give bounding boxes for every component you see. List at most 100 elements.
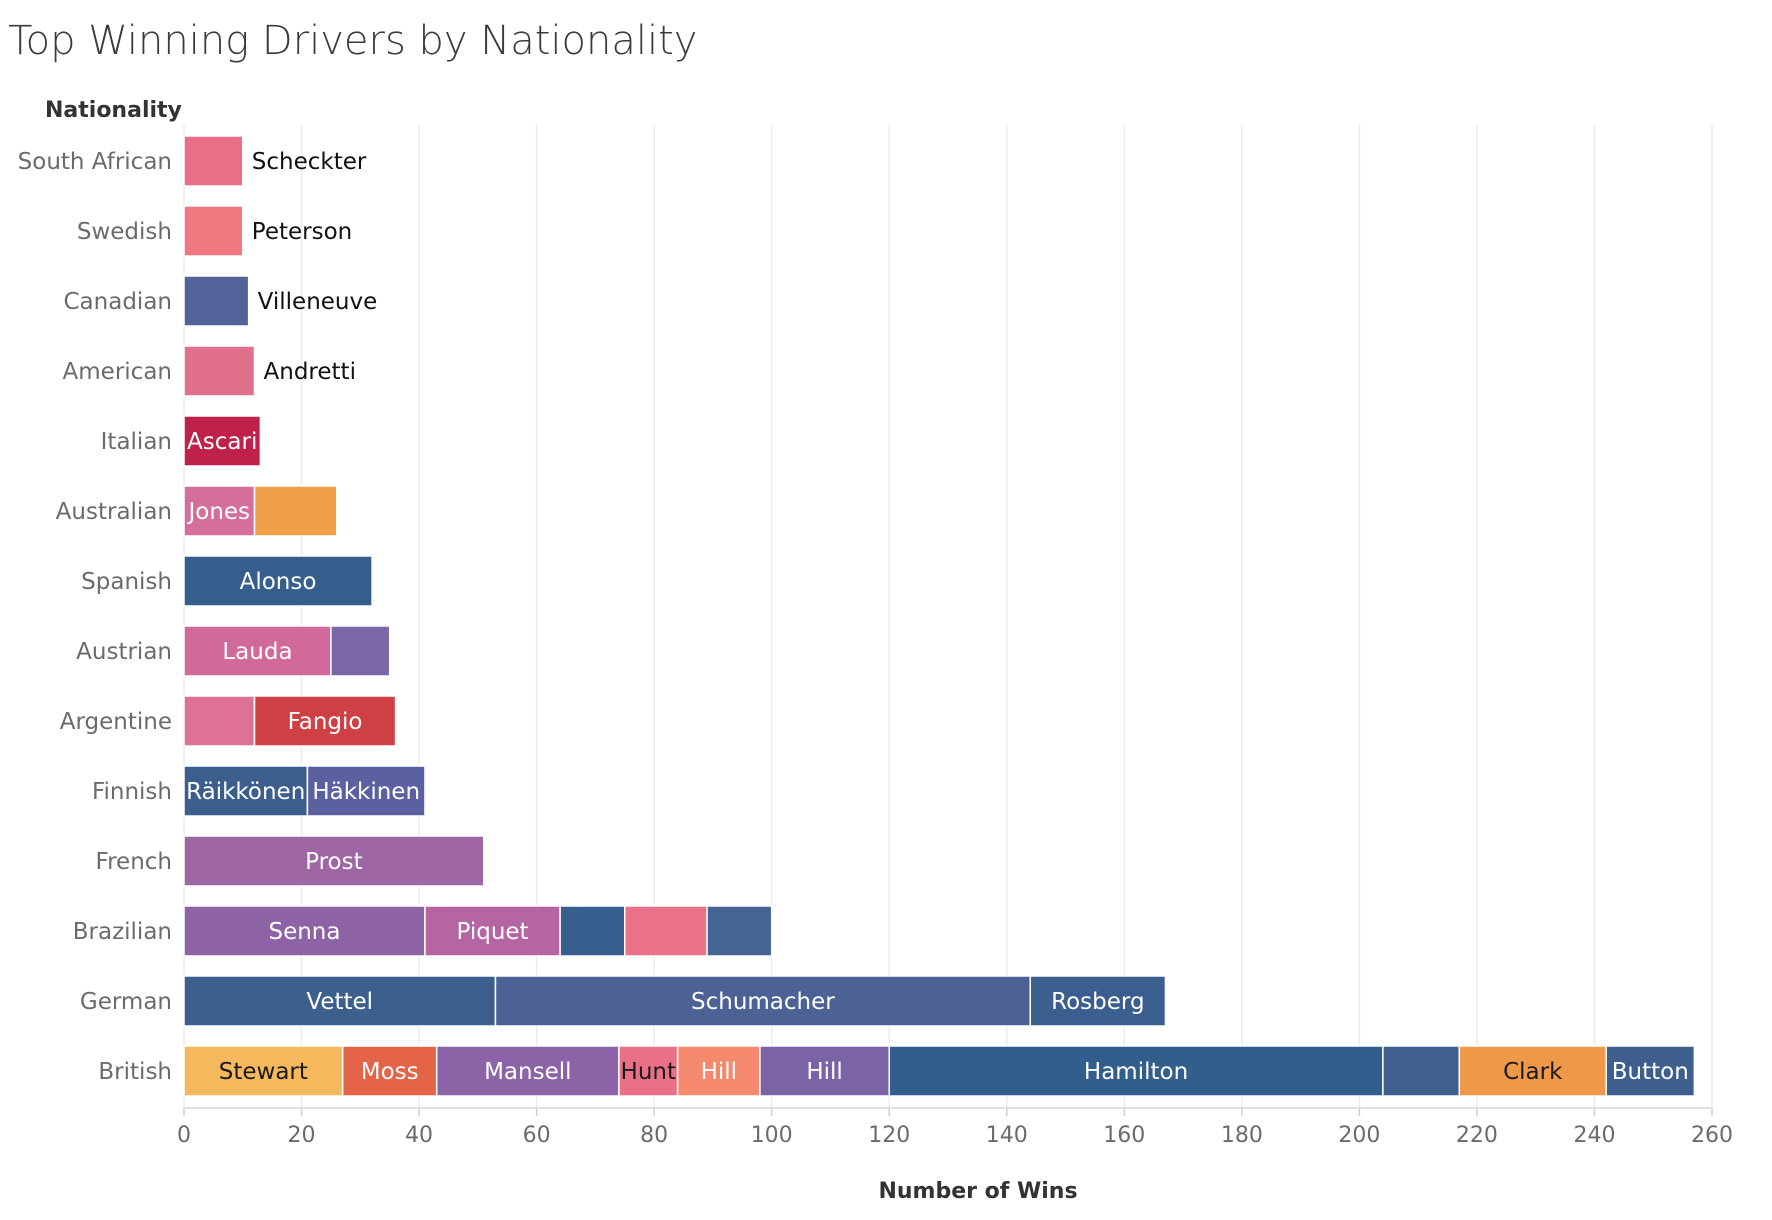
bar-segment [183,345,256,397]
bar-segment [1605,1045,1696,1097]
x-tick-label: 20 [288,1123,316,1148]
x-tick-label: 120 [868,1123,910,1148]
x-tick-label: 240 [1573,1123,1615,1148]
x-tick-label: 0 [177,1123,191,1148]
bar-segment [676,1045,761,1097]
bar-segment-label: Hunt [621,1059,676,1085]
bar-segment-label: Senna [268,919,340,945]
bar-row: Ascari [183,415,262,467]
bar-row: Senna Piquet [183,905,773,957]
bar-segment-label: Lauda [222,639,292,665]
bar-segment [618,1045,679,1097]
category-label: Austrian [76,639,172,665]
bar-segment-label: Moss [361,1059,419,1085]
category-label: Swedish [77,219,172,245]
bar-segment-label: Button [1612,1059,1689,1085]
bars: Scheckter Peterson Villeneuve Andretti Ascar… [183,135,1696,1097]
bar-segment [183,695,256,747]
bar-row: Scheckter [183,135,367,187]
bar-segment [183,765,309,817]
bar-segment-label: Fangio [288,709,363,735]
row-header: Nationality [45,98,182,123]
bar-segment-label: Häkkinen [312,779,420,805]
bar-row: Stewart Moss Mansell Hunt Hill Hill Hamilton Cl… [183,1045,1696,1097]
bar-segment-label: Stewart [219,1059,308,1085]
bar-segment-label: Vettel [306,989,373,1015]
category-label: Australian [56,499,172,525]
x-tick-label: 260 [1691,1123,1733,1148]
grid-lines [183,125,1713,1108]
bar-row: Fangio [183,695,397,747]
bar-segment [183,135,244,187]
bar-segment [253,485,338,537]
bar-segment-label: Schumacher [691,989,835,1015]
bar-segment [888,1045,1384,1097]
x-tick-label: 140 [986,1123,1028,1148]
x-tick-label: 160 [1103,1123,1145,1148]
category-label: Spanish [81,569,172,595]
bar-segment-label: Clark [1503,1059,1563,1085]
bar-row: Vettel Schumacher Rosberg [183,975,1167,1027]
category-label: Brazilian [73,919,172,945]
bar-segment-label: Prost [305,849,363,875]
category-label: Italian [101,429,172,455]
bar-row: Jones [183,485,338,537]
category-label: French [96,849,172,875]
bar-row: Prost [183,835,485,887]
bar-segment-label: Peterson [252,219,352,245]
x-axis-title: Number of Wins [878,1179,1077,1204]
bar-segment-label: Rosberg [1051,989,1144,1015]
bar-segment [1029,975,1167,1027]
bar-segment [1382,1045,1461,1097]
bar-segment [183,555,373,607]
bar-segment [424,905,561,957]
bar-row: Villeneuve [183,275,378,327]
bar-segment-label: Piquet [456,919,528,945]
bar-segment-label: Alonso [240,569,317,595]
x-axis: 0 20 40 60 80 100 120 140 160 180 200 220 240 260 [177,1107,1733,1148]
category-label: Finnish [92,779,172,805]
bar-row: Lauda [183,625,391,677]
bar-row: Andretti [183,345,356,397]
category-label: German [80,989,172,1015]
x-tick-label: 40 [405,1123,433,1148]
bar-segment [624,905,708,957]
category-label: Argentine [60,709,172,735]
bar-segment [559,905,626,957]
bar-segment [330,625,391,677]
bar-segment-label: Hill [806,1059,842,1085]
bar-segment-label: Scheckter [252,149,367,175]
bar-segment [183,205,244,257]
bar-row: Peterson [183,205,352,257]
x-tick-label: 100 [751,1123,793,1148]
bar-segment [341,1045,438,1097]
bar-segment-label: Andretti [264,359,356,385]
category-labels: South African Swedish Canadian American Ital… [18,149,172,1085]
chart-title: Top Winning Drivers by Nationality [8,18,697,64]
bar-segment-label: Räikkönen [186,779,305,805]
bar-row: Alonso [183,555,373,607]
category-label: British [98,1059,172,1085]
x-tick-label: 60 [523,1123,551,1148]
bar-segment [1458,1045,1607,1097]
x-tick-label: 220 [1456,1123,1498,1148]
bar-segment-label: Hamilton [1084,1059,1188,1085]
category-label: South African [18,149,172,175]
x-tick-label: 180 [1221,1123,1263,1148]
bar-segment [435,1045,620,1097]
bar-segment [183,275,250,327]
bar-segment-label: Ascari [187,429,257,455]
bar-segment-label: Villeneuve [258,289,378,315]
bar-segment [183,975,497,1027]
bar-segment [183,835,485,887]
bar-segment-label: Jones [186,499,250,525]
bar-segment [253,695,397,747]
bar-segment [306,765,426,817]
bar-segment-label: Mansell [484,1059,571,1085]
bar-segment [706,905,773,957]
x-tick-label: 200 [1338,1123,1380,1148]
bar-segment [183,415,262,467]
bar-segment-label: Hill [701,1059,737,1085]
bar-segment [183,1045,344,1097]
